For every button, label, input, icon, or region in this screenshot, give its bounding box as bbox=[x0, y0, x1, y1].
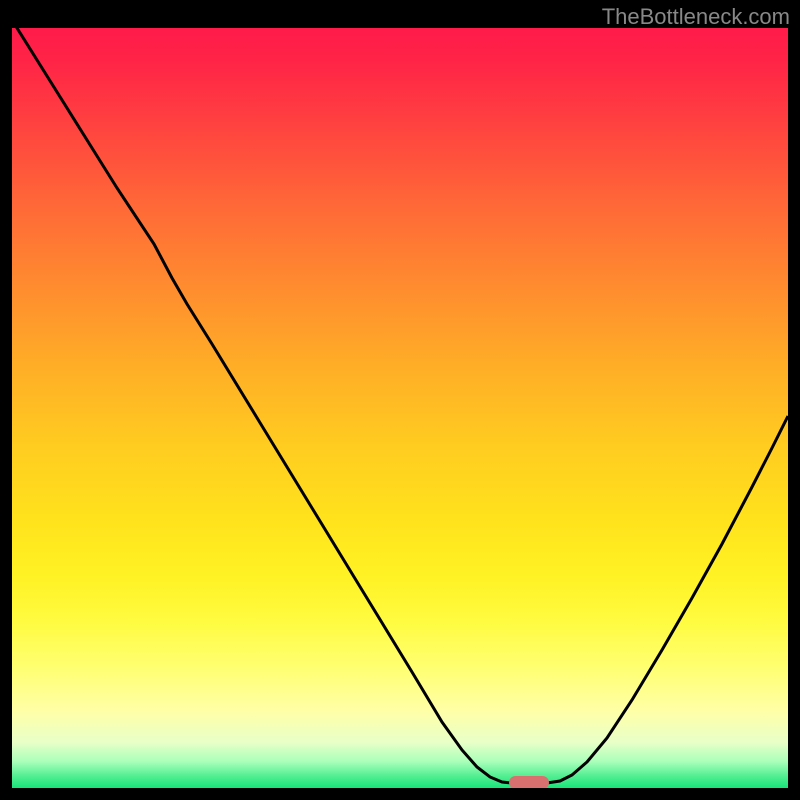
bottleneck-curve bbox=[12, 28, 788, 788]
curve-path bbox=[12, 28, 788, 783]
optimal-marker bbox=[509, 776, 549, 788]
bottleneck-chart bbox=[12, 28, 788, 788]
watermark-text: TheBottleneck.com bbox=[602, 4, 790, 30]
